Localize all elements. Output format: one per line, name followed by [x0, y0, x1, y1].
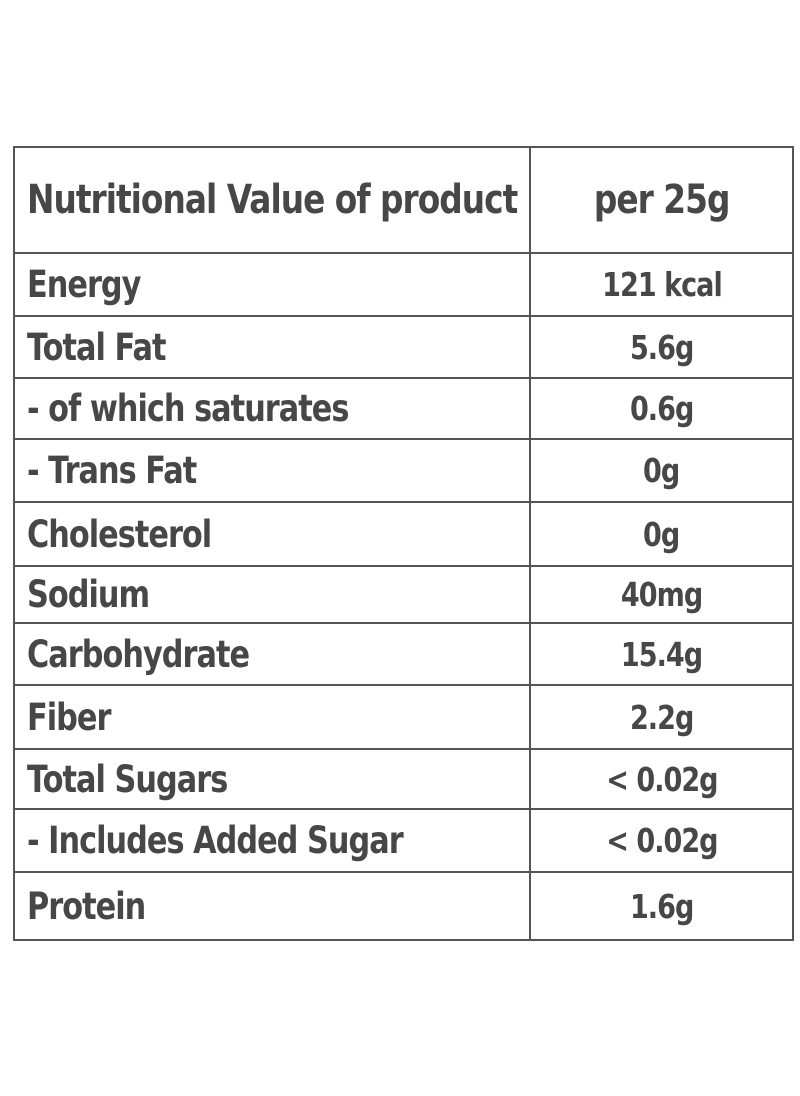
row-value-cell: < 0.02g [529, 748, 794, 810]
row-value-cell: 2.2g [529, 684, 794, 750]
row-label-cell: - of which saturates [13, 377, 531, 440]
row-label-cell: Energy [13, 252, 531, 317]
row-label: Fiber [27, 695, 111, 739]
row-value: 40mg [620, 575, 703, 614]
table-header-row: Nutritional Value of product per 25g [13, 146, 794, 254]
row-value: 0g [643, 514, 680, 554]
row-label: - Trans Fat [27, 449, 197, 492]
row-label-cell: - Trans Fat [13, 438, 531, 503]
table-row-cholesterol: Cholesterol 0g [13, 501, 794, 567]
row-value: 2.2g [629, 697, 694, 737]
row-label-cell: Total Fat [13, 315, 531, 379]
table-row-fiber: Fiber 2.2g [13, 684, 794, 750]
row-label: - of which saturates [27, 387, 349, 430]
header-value: per 25g [593, 177, 731, 223]
table-row-carbohydrate: Carbohydrate 15.4g [13, 622, 794, 686]
row-value-cell: 15.4g [529, 622, 794, 686]
row-value-cell: 121 kcal [529, 252, 794, 317]
row-label: Sodium [27, 573, 150, 616]
header-label-cell: Nutritional Value of product [13, 146, 531, 254]
table-row-trans-fat: - Trans Fat 0g [13, 438, 794, 503]
table-row-sodium: Sodium 40mg [13, 565, 794, 624]
row-value-cell: 1.6g [529, 871, 794, 941]
row-label: Total Fat [27, 325, 167, 369]
row-value-cell: 0.6g [529, 377, 794, 440]
row-label-cell: Carbohydrate [13, 622, 531, 686]
row-label: Cholesterol [27, 512, 212, 556]
row-value: 5.6g [629, 327, 694, 367]
row-value: < 0.02g [605, 821, 718, 860]
table-row-total-sugars: Total Sugars < 0.02g [13, 748, 794, 810]
row-label: Energy [27, 263, 141, 306]
row-label: Carbohydrate [27, 632, 250, 676]
row-label-cell: Sodium [13, 565, 531, 624]
table-row-total-fat: Total Fat 5.6g [13, 315, 794, 379]
row-label-cell: Cholesterol [13, 501, 531, 567]
header-value-cell: per 25g [529, 146, 794, 254]
row-label-cell: - Includes Added Sugar [13, 808, 531, 873]
row-value-cell: 5.6g [529, 315, 794, 379]
row-value: < 0.02g [605, 759, 718, 799]
table-row-added-sugar: - Includes Added Sugar < 0.02g [13, 808, 794, 873]
header-label: Nutritional Value of product [27, 177, 518, 223]
row-label: Total Sugars [27, 757, 228, 801]
row-value-cell: 40mg [529, 565, 794, 624]
row-label-cell: Total Sugars [13, 748, 531, 810]
row-value: 0g [643, 451, 680, 490]
row-label: - Includes Added Sugar [27, 819, 404, 862]
table-row-energy: Energy 121 kcal [13, 252, 794, 317]
row-label-cell: Protein [13, 871, 531, 941]
table-row-protein: Protein 1.6g [13, 871, 794, 941]
nutrition-facts-table: Nutritional Value of product per 25g Ene… [13, 146, 794, 941]
row-label-cell: Fiber [13, 684, 531, 750]
row-value: 15.4g [620, 634, 703, 674]
table-row-saturates: - of which saturates 0.6g [13, 377, 794, 440]
row-value-cell: 0g [529, 501, 794, 567]
row-value-cell: < 0.02g [529, 808, 794, 873]
row-value: 1.6g [629, 886, 694, 926]
row-label: Protein [27, 884, 146, 928]
row-value: 0.6g [629, 389, 694, 428]
row-value: 121 kcal [601, 265, 723, 304]
row-value-cell: 0g [529, 438, 794, 503]
